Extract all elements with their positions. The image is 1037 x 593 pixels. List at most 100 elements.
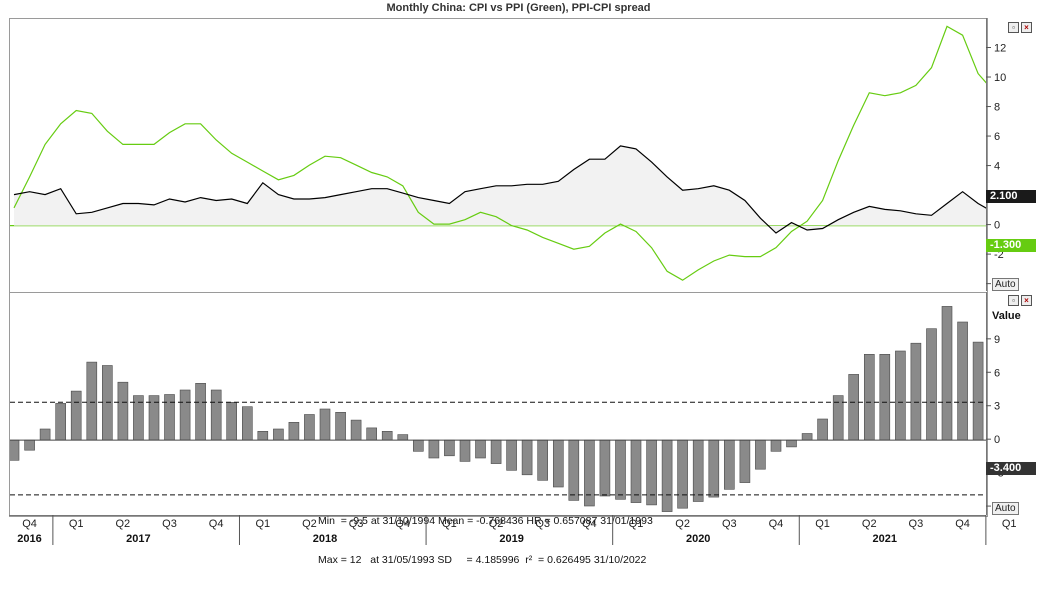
year-label: 2021 — [873, 533, 897, 545]
spread-bar — [350, 419, 362, 441]
spread-bar — [677, 439, 688, 509]
spread-bar — [506, 439, 517, 471]
bar-chart — [10, 306, 987, 512]
spread-bar — [708, 439, 720, 498]
spread-bar — [490, 439, 502, 464]
top-y-tick-label: 12 — [994, 43, 1006, 55]
spread-bar — [879, 353, 891, 441]
close-icon[interactable]: × — [1021, 295, 1032, 306]
line-chart — [10, 25, 987, 281]
quarter-label: Q4 — [209, 518, 224, 530]
bar-chart-ylabel: Value — [992, 310, 1021, 322]
spread-bar — [86, 361, 98, 441]
spread-bar — [412, 439, 424, 452]
top-y-tick-label: 10 — [994, 72, 1006, 84]
quarter-label: Q4 — [22, 518, 37, 530]
spread-bar — [24, 439, 35, 451]
spread-bar — [319, 408, 331, 441]
spread-bar — [957, 321, 968, 441]
quarter-label: Q3 — [722, 518, 737, 530]
spread-bar — [739, 439, 751, 483]
stats-line-2: Max = 12 at 31/05/1993 SD = 4.185996 r² … — [318, 554, 647, 566]
ppi-last-value-badge: -1.300 — [986, 239, 1036, 252]
spread-bar — [10, 439, 20, 461]
quarter-label: Q4 — [582, 518, 597, 530]
restore-icon[interactable]: ▫ — [1008, 295, 1019, 306]
spread-bar — [459, 439, 471, 462]
spread-bar — [972, 341, 984, 441]
spread-bar — [552, 439, 564, 488]
top-y-tick-label: 6 — [994, 131, 1000, 143]
quarter-label: Q1 — [629, 518, 644, 530]
spread-bar — [117, 381, 129, 441]
spread-bar — [335, 412, 346, 441]
quarter-label: Q1 — [69, 518, 84, 530]
top-y-tick-label: 8 — [994, 102, 1000, 114]
spread-bar — [786, 439, 797, 448]
cpi-area — [14, 145, 987, 233]
spread-bar — [521, 439, 533, 476]
spread-bar — [755, 439, 766, 470]
chart-title: Monthly China: CPI vs PPI (Green), PPI-C… — [386, 2, 651, 14]
quarter-label: Q1 — [255, 518, 270, 530]
cpi-line — [13, 145, 987, 234]
quarter-label: Q4 — [769, 518, 784, 530]
spread-bar — [195, 383, 206, 441]
spread-bar — [397, 434, 409, 441]
year-label: 2019 — [499, 533, 523, 545]
spread-bar — [242, 406, 253, 441]
spread-bar — [428, 439, 440, 459]
quarter-label: Q2 — [862, 518, 877, 530]
quarter-label: Q2 — [116, 518, 131, 530]
spread-bar — [801, 433, 813, 441]
line-chart-panel — [9, 18, 988, 293]
quarter-label: Q2 — [675, 518, 690, 530]
quarter-label: Q1 — [1002, 518, 1017, 530]
chart-window: Monthly China: CPI vs PPI (Green), PPI-C… — [9, 2, 1036, 566]
quarter-label: Q3 — [535, 518, 550, 530]
bottom-y-tick-label: 9 — [994, 334, 1000, 346]
quarter-label: Q3 — [162, 518, 177, 530]
spread-bar — [288, 422, 300, 441]
bottom-y-tick-label: 3 — [994, 401, 1000, 413]
spread-bar — [102, 365, 113, 441]
top-y-tick-label: 0 — [994, 220, 1000, 232]
bottom-y-tick-label: 0 — [994, 434, 1000, 446]
spread-bar — [537, 439, 549, 481]
stats-line-1: Min = -9.5 at 31/10/1994 Mean = -0.76843… — [318, 515, 653, 527]
quarter-label: Q2 — [489, 518, 504, 530]
spread-bar — [210, 389, 222, 441]
auto-scale-button-top[interactable]: Auto — [992, 278, 1019, 291]
bottom-y-tick-label: 6 — [994, 367, 1000, 379]
quarter-label: Q1 — [442, 518, 457, 530]
year-label: 2018 — [313, 533, 337, 545]
quarter-label: Q2 — [302, 518, 317, 530]
spread-bar — [475, 439, 486, 459]
spread-bar — [257, 431, 269, 441]
spread-bar — [599, 439, 611, 497]
restore-icon[interactable]: ▫ — [1008, 22, 1019, 33]
quarter-label: Q3 — [909, 518, 924, 530]
spread-bar — [910, 342, 922, 441]
spread-last-value-badge: -3.400 — [986, 462, 1036, 475]
top-y-tick-label: -2 — [994, 249, 1004, 261]
spread-bar — [863, 353, 875, 441]
ppi-line — [13, 25, 987, 281]
bar-chart-y-axis: -6-30369 — [986, 292, 1004, 515]
spread-bar — [444, 439, 455, 457]
spread-bar — [273, 428, 284, 441]
spread-bar — [366, 427, 378, 441]
spread-bar — [39, 428, 51, 441]
spread-bar — [179, 389, 191, 441]
spread-bar — [926, 328, 937, 441]
spread-bar — [692, 439, 704, 502]
year-label: 2017 — [126, 533, 150, 545]
spread-bar — [895, 350, 906, 441]
spread-bar — [661, 439, 673, 512]
spread-bar — [941, 306, 953, 441]
quarter-label: Q4 — [955, 518, 970, 530]
year-label: 2016 — [17, 533, 41, 545]
spread-bar — [723, 439, 735, 490]
auto-scale-button-bottom[interactable]: Auto — [992, 502, 1019, 515]
close-icon[interactable]: × — [1021, 22, 1032, 33]
